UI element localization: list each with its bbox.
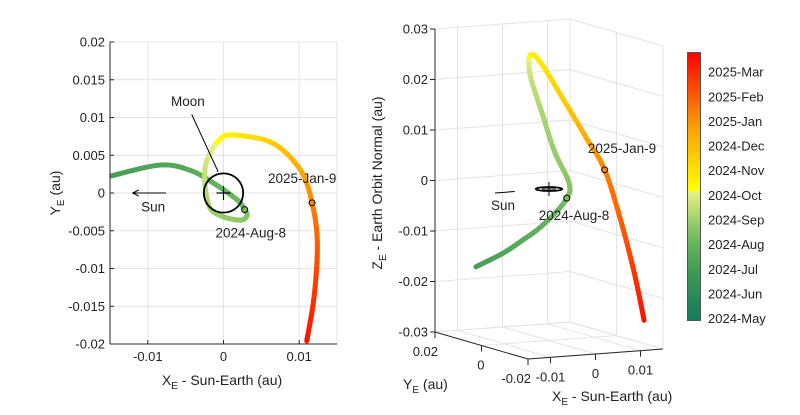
z-tick-label: 0.01 — [403, 123, 428, 138]
colorbar-label: 2024-Sep — [708, 213, 764, 228]
z-tick-label: 0 — [421, 173, 428, 188]
y-tick-label: 0 — [477, 358, 484, 373]
y-tick-label: 0.01 — [80, 110, 105, 125]
x-tick-label: 0.01 — [628, 363, 653, 378]
z-tick-label: -0.03 — [398, 325, 428, 340]
y-tick-label: -0.01 — [75, 261, 105, 276]
y-tick-label: -0.015 — [68, 299, 105, 314]
left-trajectory — [110, 132, 320, 344]
moon-label: Moon — [171, 94, 205, 109]
x-tick-label: -0.01 — [536, 369, 566, 384]
jan-9-label: 2025-Jan-9 — [588, 141, 656, 156]
earth-plus-marker — [216, 186, 231, 200]
date-marker — [601, 166, 609, 174]
jan-9-label: 2025-Jan-9 — [268, 171, 336, 186]
moon-orbit-circle — [202, 172, 245, 214]
y-tick-label: -0.02 — [501, 371, 531, 386]
y-tick-label: 0.02 — [413, 344, 438, 359]
xy-plane-plot: Moon Sun 2025-Jan-9 2024-Aug-8 -0.01 0 0.01 0.… — [47, 35, 338, 392]
moon-pointer-line — [191, 114, 219, 173]
date-marker — [241, 206, 249, 214]
sun-direction-line — [494, 191, 515, 194]
left-x-axis-label: XE - Sun-Earth (au) — [162, 372, 282, 392]
right-z-axis-label: ZE - Earth Orbit Normal (au) — [369, 96, 389, 269]
colorbar-label: 2025-Mar — [708, 65, 764, 80]
aug-8-label: 2024-Aug-8 — [215, 225, 286, 240]
colorbar-ticks: 2025-Mar 2025-Feb 2025-Jan 2024-Dec 2024-Nov… — [687, 65, 766, 326]
colorbar-label: 2024-Oct — [708, 188, 762, 203]
z-tick-label: 0.03 — [403, 22, 428, 37]
colorbar-label: 2024-May — [708, 311, 766, 326]
3d-plot: Sun 2025-Jan-9 2024-Aug-8 0.03 0.02 0.01 0 -0.… — [369, 18, 672, 408]
x-tick-label: 0 — [592, 366, 599, 381]
colorbar-label: 2024-Aug — [708, 237, 764, 252]
colorbar-label: 2024-Jul — [708, 262, 758, 277]
y-tick-label: -0.02 — [75, 337, 105, 352]
right-annotations: Sun 2025-Jan-9 2024-Aug-8 — [491, 141, 656, 223]
right-y-axis-label: YE (au) — [403, 376, 448, 396]
y-tick-label: -0.005 — [68, 223, 105, 238]
colorbar-label: 2024-Dec — [708, 139, 765, 154]
aug-8-label: 2024-Aug-8 — [539, 208, 610, 223]
z-tick-label: -0.01 — [398, 224, 428, 239]
y-tick-label: 0.015 — [72, 72, 105, 87]
right-axes: 0.03 0.02 0.01 0 -0.01 -0.02 -0.03 -0.01 0 0.01 0.… — [398, 22, 664, 386]
colorbar-label: 2025-Feb — [708, 89, 764, 104]
earth-plus-marker — [542, 182, 556, 197]
x-tick-label: -0.01 — [133, 349, 163, 364]
left-annotations: Moon Sun 2025-Jan-9 2024-Aug-8 — [131, 94, 336, 240]
z-tick-label: 0.02 — [403, 72, 428, 87]
colorbar-label: 2025-Jan — [708, 114, 762, 129]
moon-orbit-ellipse — [534, 186, 564, 192]
right-trajectory — [473, 51, 647, 323]
trajectory-segment — [641, 315, 647, 323]
colorbar-label: 2024-Nov — [708, 163, 765, 178]
date-marker — [308, 199, 316, 207]
sun-label: Sun — [491, 198, 515, 213]
left-axes: -0.01 0 0.01 0.02 0.015 0.01 0.005 0 -0.005 -0.01… — [68, 35, 337, 364]
sun-label: Sun — [141, 200, 165, 215]
y-tick-label: 0.02 — [80, 35, 105, 50]
grid-line-y — [434, 321, 571, 333]
x-tick-label: 0 — [220, 349, 227, 364]
colorbar — [687, 52, 701, 321]
left-y-axis-label: YE (au) — [47, 171, 67, 216]
sun-arrow-icon — [131, 189, 166, 197]
x-tick-label: 0.01 — [287, 349, 312, 364]
z-tick-label: -0.02 — [398, 274, 428, 289]
right-x-axis-label: XE - Sun-Earth (au) — [552, 388, 672, 408]
grid-line-y — [481, 335, 617, 346]
date-marker — [563, 194, 571, 202]
colorbar-label: 2024-Jun — [708, 286, 762, 301]
y-tick-label: 0.005 — [72, 148, 105, 163]
y-tick-label: 0 — [98, 186, 105, 201]
